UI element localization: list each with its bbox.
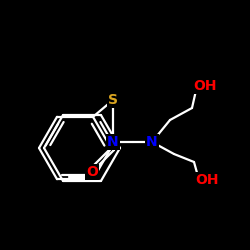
Text: N: N [146, 135, 158, 149]
Text: OH: OH [195, 173, 219, 187]
Text: OH: OH [193, 79, 217, 93]
Text: N: N [107, 135, 119, 149]
Text: S: S [108, 93, 118, 107]
Text: O: O [86, 165, 98, 179]
